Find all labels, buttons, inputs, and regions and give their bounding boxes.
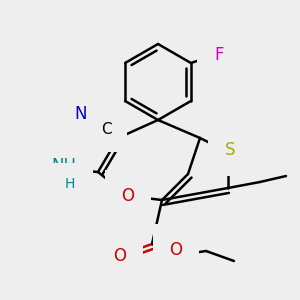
- Text: H: H: [65, 177, 75, 191]
- Text: O: O: [113, 247, 127, 265]
- Text: C: C: [101, 122, 112, 136]
- Text: F: F: [214, 46, 224, 64]
- Text: O: O: [169, 241, 182, 259]
- Text: N: N: [75, 105, 87, 123]
- Text: NH: NH: [52, 157, 76, 175]
- Text: O: O: [122, 187, 134, 205]
- Text: S: S: [225, 141, 235, 159]
